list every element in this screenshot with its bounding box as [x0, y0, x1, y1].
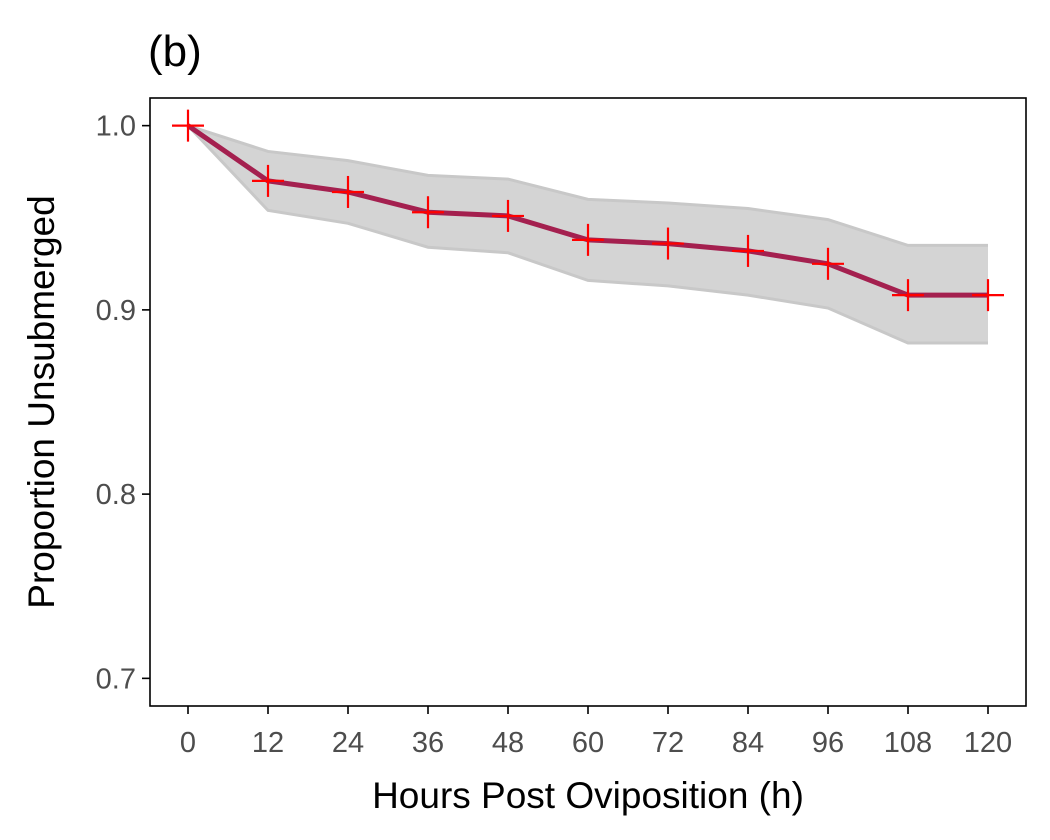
x-tick-label: 48: [492, 727, 524, 759]
data-point-marker: [732, 234, 764, 267]
x-tick-label: 108: [884, 727, 932, 759]
data-point-marker: [812, 247, 844, 280]
x-axis: 0 12 24 36 48 60 72 84 96 108 120: [180, 706, 1012, 759]
x-tick-label: 36: [412, 727, 444, 759]
y-tick-label: 0.7: [96, 663, 136, 695]
data-point-marker: [492, 199, 524, 232]
data-point-marker: [332, 175, 364, 208]
marker-layer: [172, 109, 1004, 312]
x-axis-label: Hours Post Oviposition (h): [372, 775, 804, 816]
x-tick-label: 12: [252, 727, 284, 759]
data-point-marker: [892, 279, 924, 312]
data-point-marker: [652, 227, 684, 260]
x-tick-label: 84: [732, 727, 764, 759]
y-tick-label: 0.8: [96, 479, 136, 511]
data-point-marker: [252, 164, 284, 197]
data-point-marker: [572, 223, 604, 256]
y-tick-label: 1.0: [96, 111, 136, 143]
y-tick-label: 0.9: [96, 295, 136, 327]
x-tick-label: 72: [652, 727, 684, 759]
x-tick-label: 120: [964, 727, 1012, 759]
x-tick-label: 0: [180, 727, 196, 759]
x-tick-label: 96: [812, 727, 844, 759]
data-point-marker: [412, 196, 444, 229]
x-tick-label: 60: [572, 727, 604, 759]
y-axis-label: Proportion Unsubmerged: [21, 195, 62, 608]
data-point-marker: [172, 109, 204, 142]
band-upper-edge: [187, 124, 988, 247]
chart-title: (b): [148, 27, 202, 76]
band-lower-edge: [186, 124, 988, 345]
x-tick-label: 24: [332, 727, 364, 759]
data-point-marker: [972, 279, 1004, 312]
y-axis: 0.7 0.8 0.9 1.0: [96, 111, 150, 695]
